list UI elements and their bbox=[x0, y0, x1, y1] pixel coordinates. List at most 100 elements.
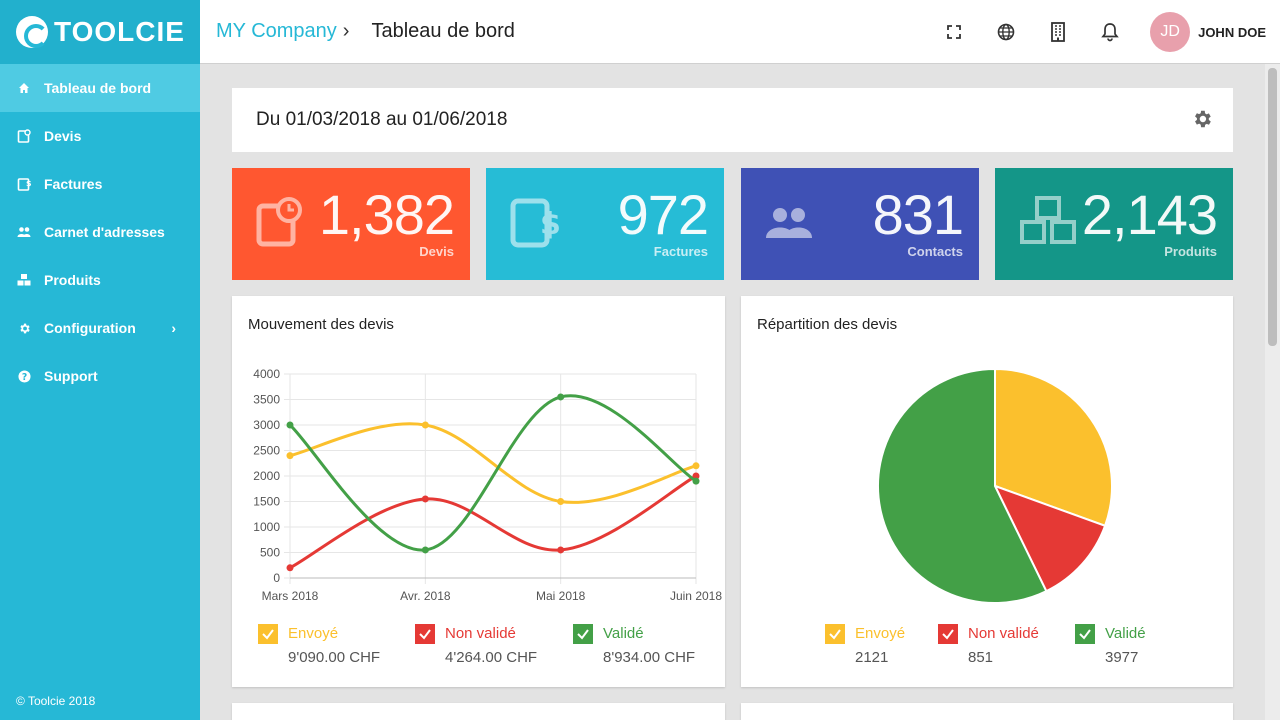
series-line bbox=[288, 394, 697, 552]
checkbox-checked-icon[interactable] bbox=[573, 624, 593, 644]
y-tick-label: 2500 bbox=[253, 444, 280, 458]
legend-value: 8'934.00 CHF bbox=[603, 649, 696, 666]
data-point bbox=[557, 546, 565, 554]
data-point bbox=[286, 564, 294, 572]
scrollbar-thumb[interactable] bbox=[1268, 68, 1277, 346]
pie-chart bbox=[877, 367, 1113, 604]
bottom-card-right bbox=[741, 703, 1233, 720]
header-tools: JD JOHN DOE bbox=[928, 0, 1266, 64]
sidebar-item-dashboard[interactable]: Tableau de bord bbox=[0, 64, 200, 112]
sidebar-item-factures[interactable]: $ Factures bbox=[0, 160, 200, 208]
gear-icon bbox=[16, 322, 32, 335]
legend-name: Envoyé bbox=[288, 625, 339, 642]
sidebar: TOOLCIE Tableau de bord Devis $ Factures… bbox=[0, 0, 200, 720]
data-point bbox=[421, 421, 429, 429]
people-icon bbox=[16, 226, 32, 238]
toolcie-logo-icon bbox=[16, 16, 48, 48]
stat-factures[interactable]: $ 972 Factures bbox=[486, 168, 724, 280]
legend-value: 4'264.00 CHF bbox=[445, 649, 538, 666]
data-point bbox=[557, 498, 565, 505]
stat-contacts[interactable]: 831 Contacts bbox=[741, 168, 979, 280]
people-icon bbox=[765, 206, 813, 245]
building-icon bbox=[1051, 22, 1065, 42]
data-point bbox=[286, 421, 294, 429]
language-button[interactable] bbox=[980, 0, 1032, 64]
sidebar-item-label: Factures bbox=[44, 176, 103, 192]
user-name[interactable]: JOHN DOE bbox=[1198, 24, 1266, 40]
company-button[interactable] bbox=[1032, 0, 1084, 64]
legend-value: 2121 bbox=[855, 649, 889, 666]
sidebar-item-label: Support bbox=[44, 368, 98, 384]
brand-name: TOOLCIE bbox=[54, 16, 185, 47]
sidebar-item-carnet[interactable]: Carnet d'adresses bbox=[0, 208, 200, 256]
globe-icon bbox=[997, 23, 1015, 41]
checkbox-checked-icon[interactable] bbox=[1075, 624, 1095, 644]
scrollbar[interactable] bbox=[1265, 64, 1280, 720]
card-title: Répartition des devis bbox=[757, 316, 898, 333]
y-tick-label: 0 bbox=[273, 571, 280, 585]
page-title: Tableau de bord bbox=[371, 20, 515, 42]
card-title: Mouvement des devis bbox=[248, 316, 394, 333]
x-tick-label: Juin 2018 bbox=[670, 589, 722, 603]
cubes-icon bbox=[16, 273, 32, 287]
checkbox-checked-icon[interactable] bbox=[258, 624, 278, 644]
line-chart-card: Mouvement des devis 0 500 1000 1500 2000 2500… bbox=[232, 296, 725, 687]
y-tick-label: 2000 bbox=[253, 469, 280, 483]
stat-value: 831 bbox=[872, 183, 964, 246]
sidebar-item-support[interactable]: ? Support bbox=[0, 352, 200, 400]
checkbox-checked-icon[interactable] bbox=[415, 624, 435, 644]
notifications-button[interactable] bbox=[1084, 0, 1136, 64]
series-line bbox=[289, 422, 697, 504]
data-point bbox=[421, 495, 429, 503]
stat-produits[interactable]: 2,143 Produits bbox=[995, 168, 1233, 280]
pie-slice bbox=[993, 484, 1107, 593]
data-point bbox=[692, 462, 700, 470]
svg-text:$: $ bbox=[26, 179, 31, 188]
data-point bbox=[286, 452, 294, 460]
data-point bbox=[557, 393, 565, 401]
series-line bbox=[289, 474, 697, 570]
sidebar-item-devis[interactable]: Devis bbox=[0, 112, 200, 160]
sidebar-item-produits[interactable]: Produits bbox=[0, 256, 200, 304]
legend-value: 3977 bbox=[1105, 649, 1139, 666]
svg-text:$: $ bbox=[540, 207, 561, 242]
invoice-icon: $ bbox=[510, 196, 564, 255]
stat-value: 2,143 bbox=[1081, 183, 1218, 246]
breadcrumb-separator: › bbox=[342, 20, 350, 42]
sidebar-footer: © Toolcie 2018 bbox=[16, 694, 96, 708]
bell-icon bbox=[1101, 23, 1119, 42]
pie-slice bbox=[877, 367, 1048, 604]
checkbox-checked-icon[interactable] bbox=[825, 624, 845, 644]
brand[interactable]: TOOLCIE bbox=[0, 0, 200, 64]
y-tick-label: 1000 bbox=[253, 520, 280, 534]
stat-label: Devis bbox=[419, 244, 454, 259]
y-tick-label: 3000 bbox=[253, 418, 280, 432]
pie-slice bbox=[994, 367, 1113, 528]
sidebar-item-configuration[interactable]: Configuration › bbox=[0, 304, 200, 352]
settings-button[interactable] bbox=[1191, 108, 1213, 136]
stat-devis[interactable]: 1,382 Devis bbox=[232, 168, 470, 280]
y-tick-label: 4000 bbox=[253, 367, 280, 381]
gear-icon bbox=[1195, 110, 1211, 128]
date-range-card: Du 01/03/2018 au 01/06/2018 bbox=[232, 88, 1233, 152]
invoice-icon: $ bbox=[16, 177, 32, 191]
sidebar-item-label: Tableau de bord bbox=[44, 80, 152, 96]
fullscreen-button[interactable] bbox=[928, 0, 980, 64]
legend-name: Envoyé bbox=[855, 625, 906, 642]
quote-icon bbox=[256, 196, 304, 253]
x-tick-label: Mars 2018 bbox=[262, 589, 319, 603]
bottom-card-left bbox=[232, 703, 725, 720]
checkbox-checked-icon[interactable] bbox=[938, 624, 958, 644]
svg-text:?: ? bbox=[21, 372, 26, 383]
data-point bbox=[692, 472, 700, 480]
legend-name: Non validé bbox=[445, 625, 516, 642]
legend-value: 851 bbox=[968, 649, 994, 666]
date-range[interactable]: Du 01/03/2018 au 01/06/2018 bbox=[256, 109, 508, 130]
sidebar-item-label: Configuration bbox=[44, 320, 136, 336]
breadcrumb-company[interactable]: MY Company bbox=[216, 20, 337, 42]
y-tick-label: 500 bbox=[260, 546, 280, 560]
pie-chart-card: Répartition des devis Envoyé 2121 Non va… bbox=[741, 296, 1233, 687]
home-icon bbox=[16, 82, 32, 94]
avatar[interactable]: JD bbox=[1150, 12, 1191, 52]
y-tick-label: 1500 bbox=[253, 495, 280, 509]
